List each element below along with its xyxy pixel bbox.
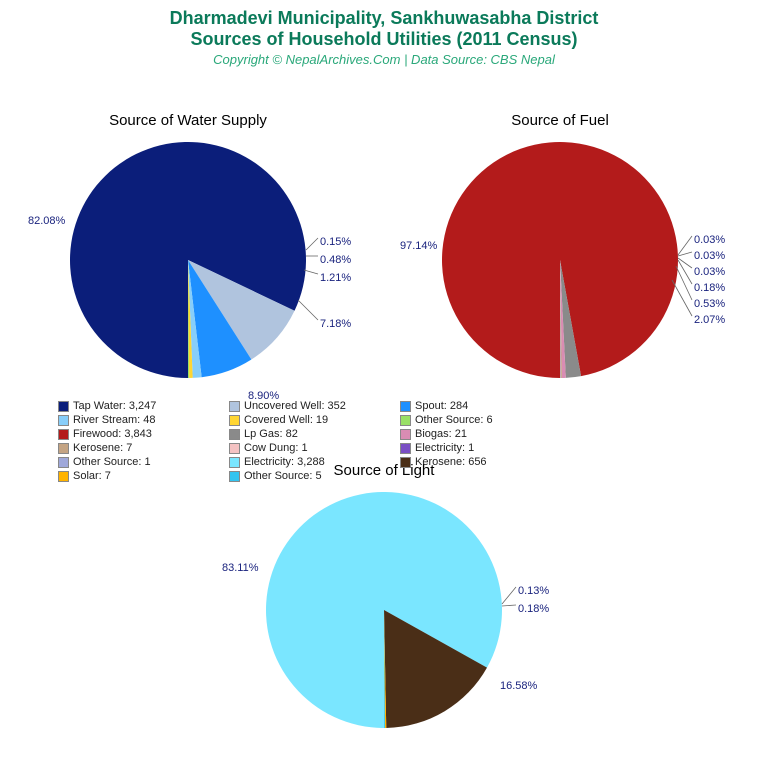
legend-item: Other Source: 1: [58, 456, 221, 468]
pie-pct-label: 0.03%: [694, 266, 725, 278]
legend-swatch: [58, 415, 69, 426]
legend-swatch: [58, 401, 69, 412]
leader-line: [678, 236, 692, 255]
legend-label: Spout: 284: [415, 400, 468, 412]
legend-label: Covered Well: 19: [244, 414, 328, 426]
pie-pct-label: 83.11%: [222, 562, 259, 574]
legend-swatch: [58, 457, 69, 468]
legend-swatch: [400, 429, 411, 440]
pie-pct-label: 97.14%: [400, 240, 437, 252]
legend-item: Electricity: 1: [400, 442, 563, 454]
legend-item: Other Source: 5: [229, 470, 392, 482]
legend-item: Kerosene: 7: [58, 442, 221, 454]
leader-line: [676, 266, 692, 300]
legend-label: Solar: 7: [73, 470, 111, 482]
legend-label: Kerosene: 7: [73, 442, 132, 454]
legend-label: Electricity: 1: [415, 442, 474, 454]
legend-item: River Stream: 48: [58, 414, 221, 426]
legend-item: Uncovered Well: 352: [229, 400, 392, 412]
pie-pct-label: 0.18%: [518, 603, 549, 615]
pie-pct-label: 0.03%: [694, 250, 725, 262]
legend-item: Electricity: 3,288: [229, 456, 392, 468]
legend-swatch: [400, 457, 411, 468]
legend-label: Biogas: 21: [415, 428, 467, 440]
legend-item: Kerosene: 656: [400, 456, 563, 468]
legend-swatch: [400, 415, 411, 426]
pie-pct-label: 0.53%: [694, 298, 725, 310]
leader-line: [502, 587, 516, 604]
legend-label: Uncovered Well: 352: [244, 400, 346, 412]
legend: Tap Water: 3,247 Uncovered Well: 352 Spout…: [58, 400, 710, 484]
legend-label: Tap Water: 3,247: [73, 400, 156, 412]
pie-slice: [442, 142, 678, 378]
legend-label: River Stream: 48: [73, 414, 156, 426]
chart-title-fuel: Source of Fuel: [410, 112, 710, 129]
legend-swatch: [229, 415, 240, 426]
pie-pct-label: 82.08%: [28, 215, 65, 227]
pie-pct-label: 0.48%: [320, 254, 351, 266]
legend-swatch: [229, 443, 240, 454]
legend-swatch: [400, 401, 411, 412]
legend-label: Electricity: 3,288: [244, 456, 325, 468]
pie-pct-label: 0.03%: [694, 234, 725, 246]
leader-line: [502, 605, 516, 606]
legend-item: Solar: 7: [58, 470, 221, 482]
chart-title-water: Source of Water Supply: [38, 112, 338, 129]
legend-swatch: [229, 429, 240, 440]
pie-pct-label: 0.13%: [518, 585, 549, 597]
legend-item: Firewood: 3,843: [58, 428, 221, 440]
legend-label: Other Source: 6: [415, 414, 493, 426]
legend-swatch: [400, 443, 411, 454]
legend-swatch: [229, 401, 240, 412]
legend-swatch: [58, 429, 69, 440]
pie-pct-label: 7.18%: [320, 318, 351, 330]
legend-item: Covered Well: 19: [229, 414, 392, 426]
pie-pct-label: 0.15%: [320, 236, 351, 248]
legend-label: Lp Gas: 82: [244, 428, 298, 440]
pie-pct-label: 1.21%: [320, 272, 351, 284]
legend-swatch: [58, 471, 69, 482]
legend-item: Other Source: 6: [400, 414, 563, 426]
legend-item: Biogas: 21: [400, 428, 563, 440]
legend-item: Tap Water: 3,247: [58, 400, 221, 412]
pie-pct-label: 0.18%: [694, 282, 725, 294]
leader-line: [306, 238, 318, 250]
legend-swatch: [58, 443, 69, 454]
legend-item: Cow Dung: 1: [229, 442, 392, 454]
legend-item: Spout: 284: [400, 400, 563, 412]
legend-swatch: [229, 457, 240, 468]
leader-line: [672, 280, 692, 316]
legend-label: Kerosene: 656: [415, 456, 487, 468]
pie-pct-label: 2.07%: [694, 314, 725, 326]
legend-label: Other Source: 5: [244, 470, 322, 482]
legend-item: Lp Gas: 82: [229, 428, 392, 440]
legend-label: Cow Dung: 1: [244, 442, 308, 454]
legend-swatch: [229, 471, 240, 482]
legend-label: Firewood: 3,843: [73, 428, 152, 440]
pie-pct-label: 16.58%: [500, 680, 537, 692]
leader-line: [298, 300, 318, 320]
leader-line: [304, 270, 318, 274]
legend-label: Other Source: 1: [73, 456, 151, 468]
leader-line: [678, 260, 692, 284]
